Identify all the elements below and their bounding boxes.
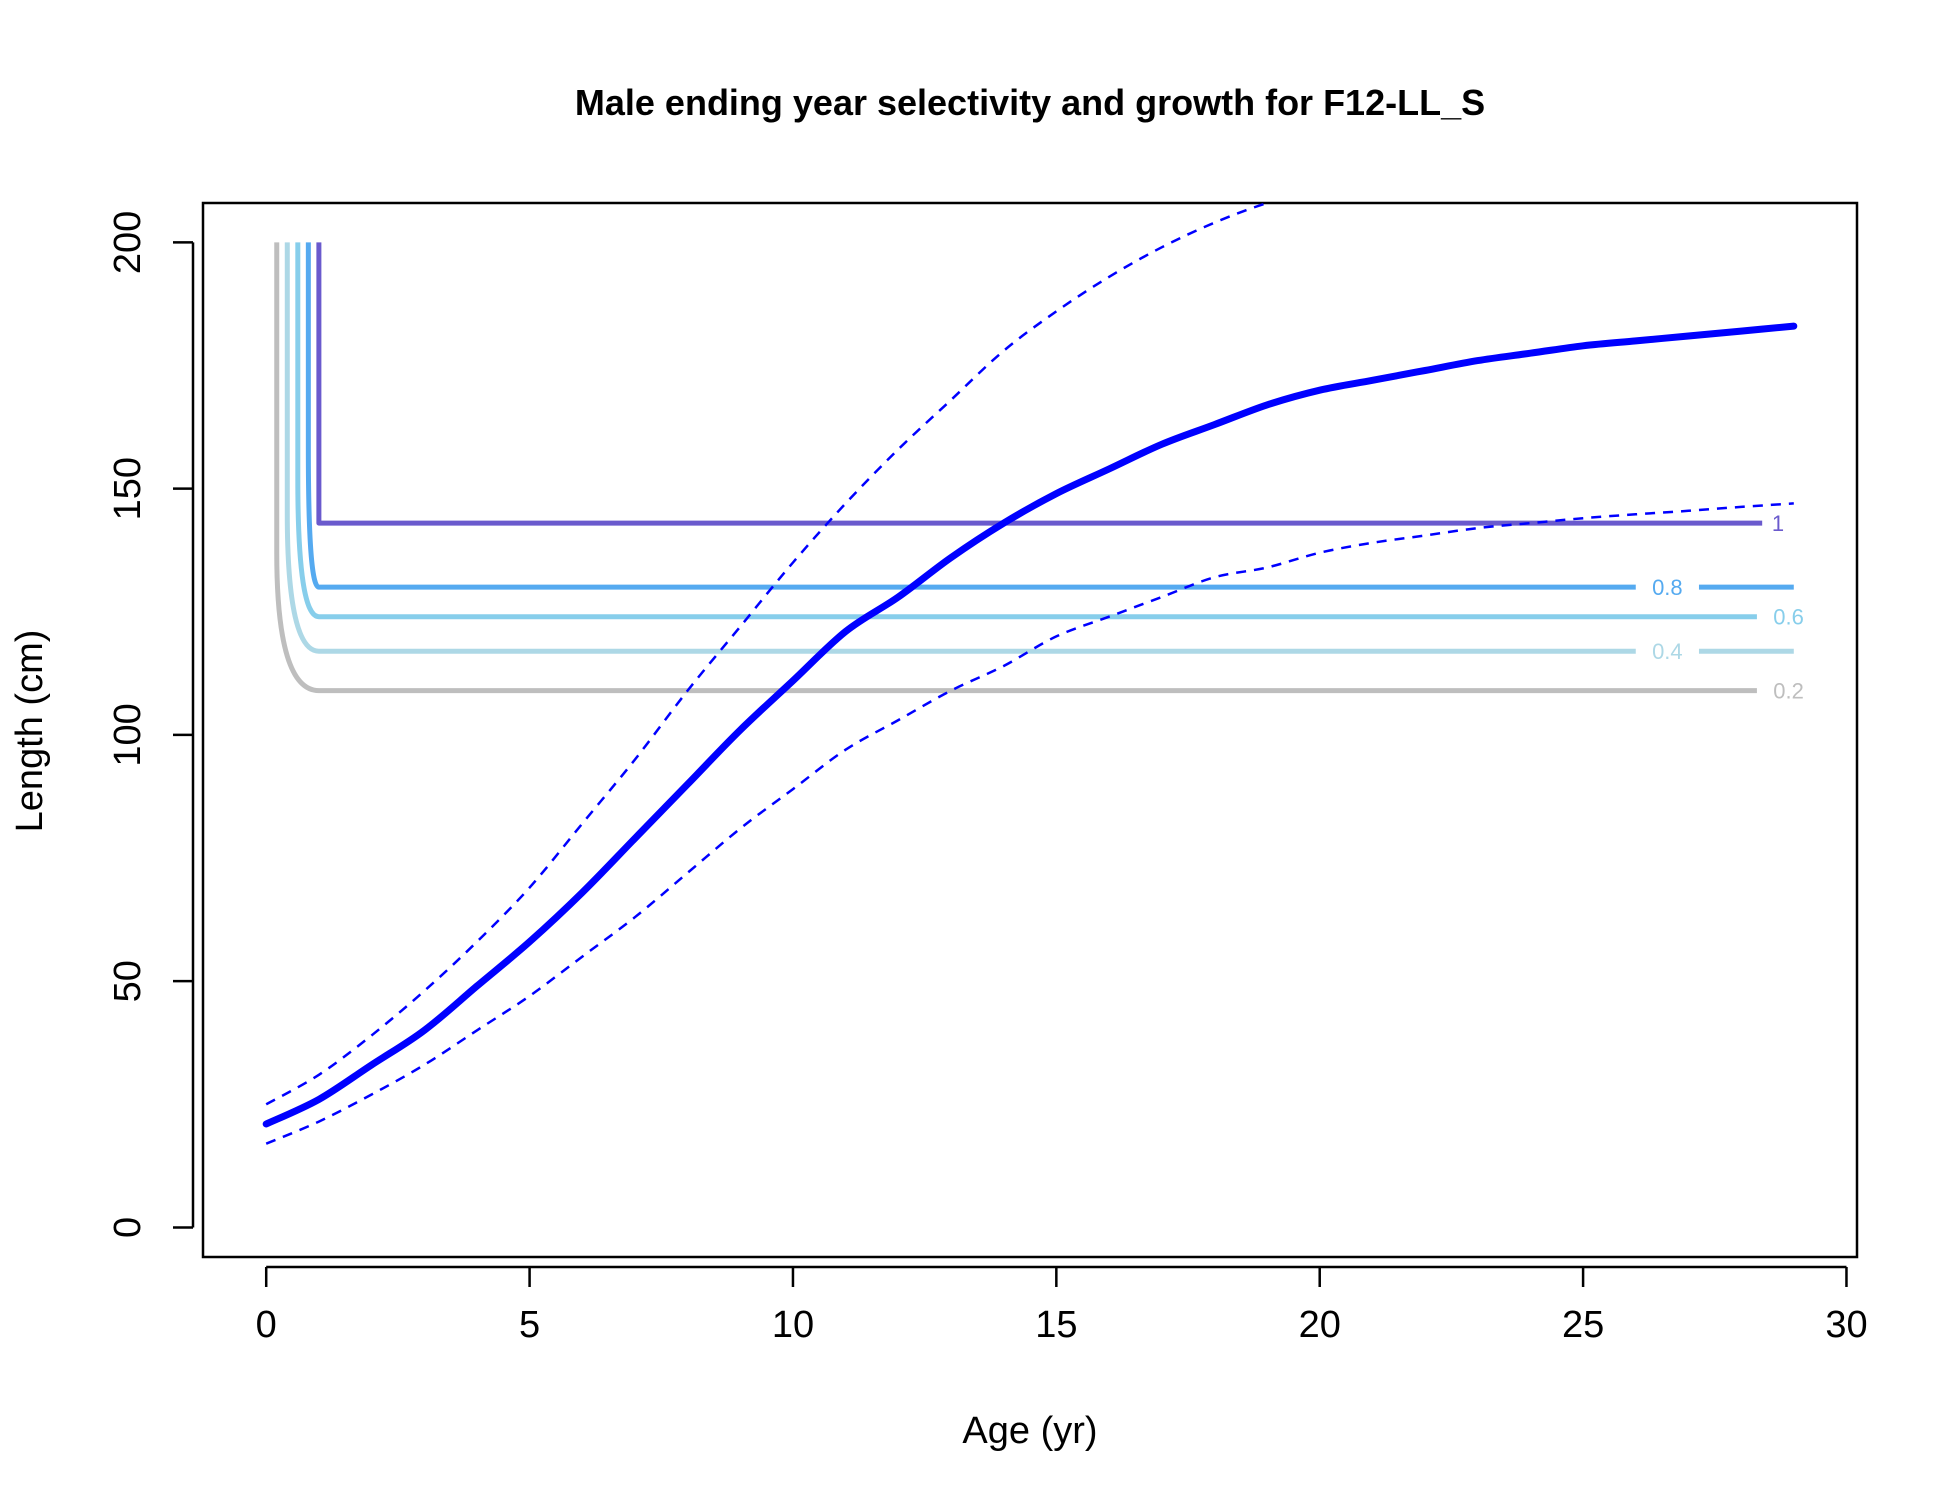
x-tick-label: 20 (1299, 1304, 1341, 1346)
selectivity-contour-0.6 (295, 242, 1757, 620)
contour-label-0.4: 0.4 (1652, 639, 1683, 664)
y-tick-label: 100 (107, 703, 149, 766)
x-tick-label: 30 (1825, 1304, 1867, 1346)
x-tick-label: 5 (519, 1304, 540, 1346)
selectivity-contour-1 (316, 242, 1763, 526)
growth-upper-ci-line (265, 203, 1272, 1106)
growth-lower-ci-line (265, 502, 1794, 1145)
contour-label-0.8: 0.8 (1652, 575, 1683, 600)
x-tick-label: 15 (1035, 1304, 1077, 1346)
plot-body: 0 5 10 15 20 25 30 0 50 100 150 200 0.2 0.4 0.6 0.8 1 (107, 201, 1868, 1346)
growth-mean-line (262, 322, 1798, 1128)
contour-label-0.2: 0.2 (1773, 679, 1804, 704)
contour-label-0.6: 0.6 (1773, 605, 1804, 630)
y-tick-label: 150 (107, 457, 149, 520)
y-tick-label: 50 (107, 960, 149, 1002)
selectivity-contour-0.8 (305, 242, 1636, 590)
y-axis-label: Length (cm) (9, 630, 51, 833)
contour-label-1: 1 (1772, 511, 1784, 536)
chart-title: Male ending year selectivity and growth … (575, 82, 1485, 123)
x-tick-label: 0 (256, 1304, 277, 1346)
x-axis-label: Age (yr) (962, 1410, 1097, 1452)
y-tick-label: 200 (107, 211, 149, 274)
x-tick-label: 25 (1562, 1304, 1604, 1346)
plot-marks: 0.2 0.4 0.6 0.8 1 (262, 203, 1804, 1145)
x-tick-label: 10 (772, 1304, 814, 1346)
selectivity-contour-0.2 (274, 242, 1757, 694)
plot-frame (201, 201, 1859, 1259)
selectivity-contour-0.4 (284, 242, 1636, 654)
y-tick-label: 0 (107, 1217, 149, 1238)
